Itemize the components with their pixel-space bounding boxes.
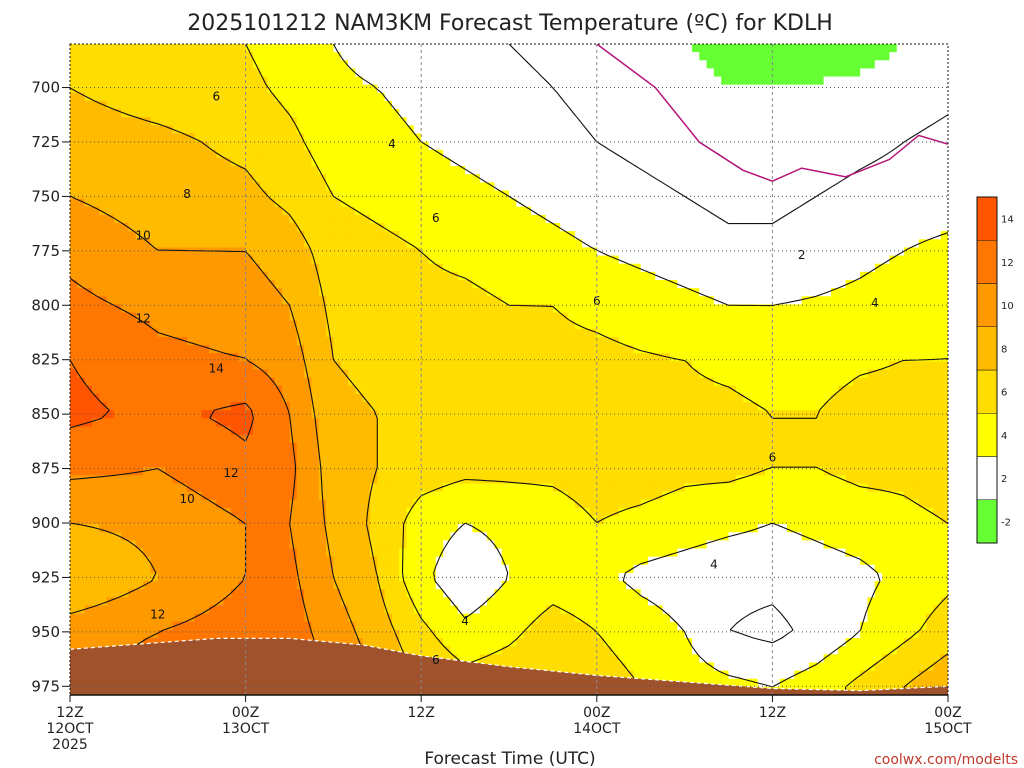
plot-content: 6 8 10 12 14 12 10 12 4 6 6 6 4 4 6 2 4	[70, 44, 948, 695]
x-tick-label: 12Z	[759, 705, 786, 721]
contour-lines	[70, 44, 948, 695]
colorbar-tick-label: 12	[1001, 258, 1014, 269]
contour-label: 10	[179, 492, 194, 506]
colorbar-swatch	[976, 196, 998, 241]
colorbar-tick-label: 2	[1001, 474, 1007, 485]
gridlines-vertical	[245, 44, 773, 695]
zero-isotherm-line	[596, 44, 948, 183]
x-tick-label: 12OCT	[46, 721, 94, 737]
colorbar-tick-label: 10	[1001, 301, 1014, 312]
x-tick-label: 00Z	[583, 705, 610, 721]
contour-8	[70, 87, 948, 695]
contour-label: 12	[136, 311, 151, 325]
colorbar-swatch	[976, 413, 998, 457]
x-tick-label: 00Z	[934, 705, 961, 721]
y-tick-label: 900	[31, 514, 60, 532]
contour-label: 6	[432, 653, 440, 667]
contour-label: 4	[710, 557, 718, 571]
contour-label: 6	[769, 451, 777, 465]
colorbar-tick-label: 14	[1001, 215, 1014, 226]
contour-label: 12	[150, 607, 165, 621]
credit-text: coolwx.com/modelts	[874, 752, 1018, 768]
contour-label: 6	[593, 294, 601, 308]
colorbar: -2 2 4 6 8 10 12 14	[976, 196, 1014, 544]
y-tick-label: 975	[31, 677, 60, 695]
colorbar-tick-label: 6	[1001, 388, 1007, 399]
y-tick-label: 700	[31, 79, 60, 97]
colorbar-swatch	[976, 456, 998, 500]
colorbar-frame	[976, 196, 998, 544]
colorbar-swatch	[976, 240, 998, 284]
chart-title: 2025101212 NAM3KM Forecast Temperature (…	[187, 11, 833, 36]
colorbar-swatch	[976, 326, 998, 371]
contour-6	[245, 44, 948, 695]
colorbar-swatch	[976, 499, 998, 544]
x-axis-label: Forecast Time (UTC)	[424, 749, 595, 768]
y-tick-label: 925	[31, 568, 60, 586]
axes: 70072575077580082585087590092595097512Z1…	[31, 43, 972, 753]
x-tick-label: 12Z	[56, 705, 83, 721]
contour-2	[508, 44, 948, 644]
x-tick-label: 15OCT	[924, 721, 972, 737]
x-tick-label: 14OCT	[573, 721, 621, 737]
y-tick-label: 825	[31, 351, 60, 369]
colorbar-tick-label: 8	[1001, 344, 1007, 355]
x-tick-label: 13OCT	[222, 721, 270, 737]
colorbar-tick-label: 4	[1001, 431, 1007, 442]
x-tick-label: 12Z	[407, 705, 434, 721]
y-tick-label: 725	[31, 133, 60, 151]
contour-label: 2	[798, 248, 806, 262]
x-tick-label: 00Z	[232, 705, 259, 721]
contour-label: 10	[136, 229, 151, 243]
contour-labels: 6 8 10 12 14 12 10 12 4 6 6 6 4 4 6 2 4	[136, 89, 879, 667]
y-tick-label: 750	[31, 187, 60, 205]
y-tick-label: 950	[31, 623, 60, 641]
y-tick-label: 775	[31, 242, 60, 260]
x-tick-label: 2025	[52, 737, 88, 753]
y-tick-label: 800	[31, 296, 60, 314]
y-tick-label: 875	[31, 460, 60, 478]
plot-area: 6 8 10 12 14 12 10 12 4 6 6 6 4 4 6 2 4	[70, 44, 948, 695]
colorbar-swatch	[976, 369, 998, 414]
contour-label: 4	[388, 137, 396, 151]
contour-label: 8	[183, 187, 191, 201]
contour-label: 6	[212, 89, 220, 103]
contour-label: 4	[461, 614, 469, 628]
contour-label: 4	[871, 296, 879, 310]
colorbar-tick-label: -2	[1001, 517, 1011, 528]
colorbar-swatch	[976, 283, 998, 327]
surface-edge	[70, 637, 948, 692]
contour-label: 14	[209, 361, 224, 375]
contour-label: 6	[432, 211, 440, 225]
contour-label: 12	[223, 466, 238, 480]
y-tick-label: 850	[31, 405, 60, 423]
